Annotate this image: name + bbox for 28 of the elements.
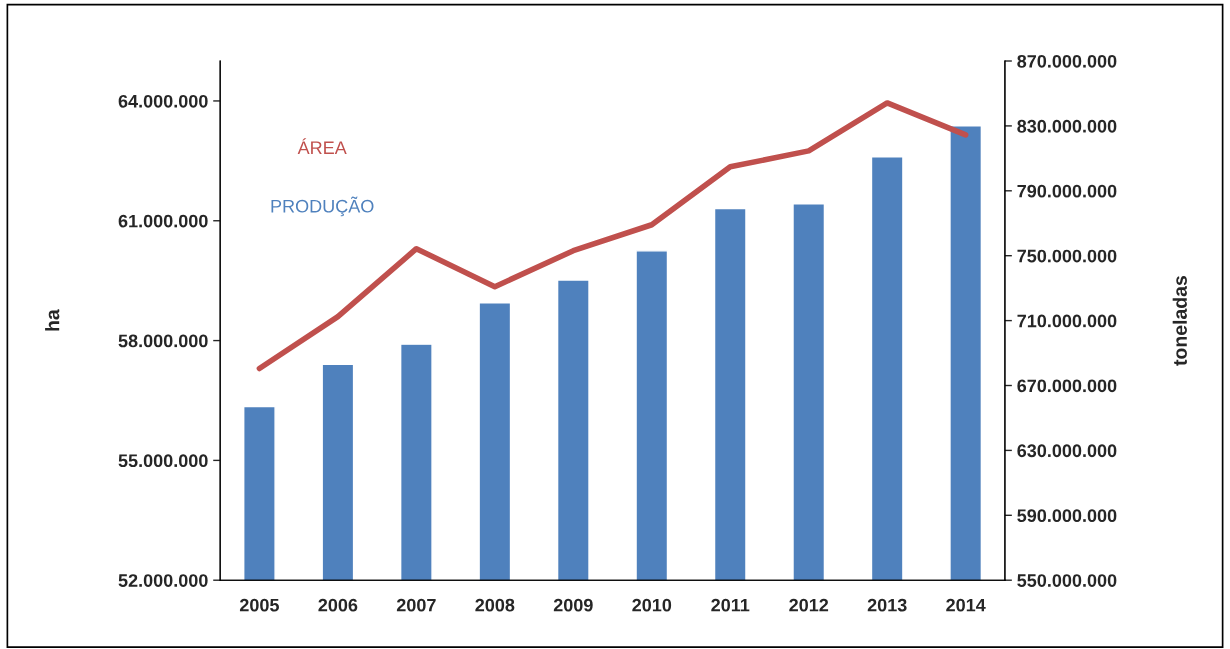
x-tick-label: 2011 (711, 598, 750, 612)
y2-tick-label: 550.000.000 (1017, 574, 1117, 587)
y2-tick-label: 790.000.000 (1017, 184, 1117, 198)
y2-tick-label: 630.000.000 (1017, 444, 1117, 458)
x-tick-label: 2005 (239, 598, 279, 612)
x-tick-label: 2006 (318, 598, 358, 612)
x-tick-label: 2007 (396, 598, 436, 612)
y2-axis-title: toneladas (1172, 276, 1187, 366)
y-tick-label: 64.000.000 (118, 94, 208, 108)
y2-tick-label: 870.000.000 (1017, 54, 1117, 68)
y-tick-label: 52.000.000 (118, 574, 208, 587)
x-tick-label: 2009 (553, 598, 593, 612)
y2-tick-label: 590.000.000 (1017, 509, 1117, 523)
x-tick-label: 2014 (946, 598, 986, 612)
y2-tick-label: 670.000.000 (1017, 379, 1117, 393)
text: ÁREA (297, 138, 347, 154)
y2-tick-label: 750.000.000 (1017, 249, 1117, 263)
x-tick-label: 2008 (475, 598, 515, 612)
x-tick-label: 2013 (867, 598, 907, 612)
text: PRODUÇÃO (271, 196, 374, 217)
x-tick-label: 2012 (789, 598, 829, 612)
y-tick-label: 58.000.000 (118, 334, 208, 348)
x-tick-label: 2010 (632, 598, 672, 612)
y-tick-label: 55.000.000 (118, 454, 208, 468)
y-axis-title: ha (45, 309, 60, 331)
y2-tick-label: 830.000.000 (1017, 119, 1117, 133)
y-tick-label: 61.000.000 (118, 214, 208, 228)
y2-tick-label: 710.000.000 (1017, 314, 1117, 328)
